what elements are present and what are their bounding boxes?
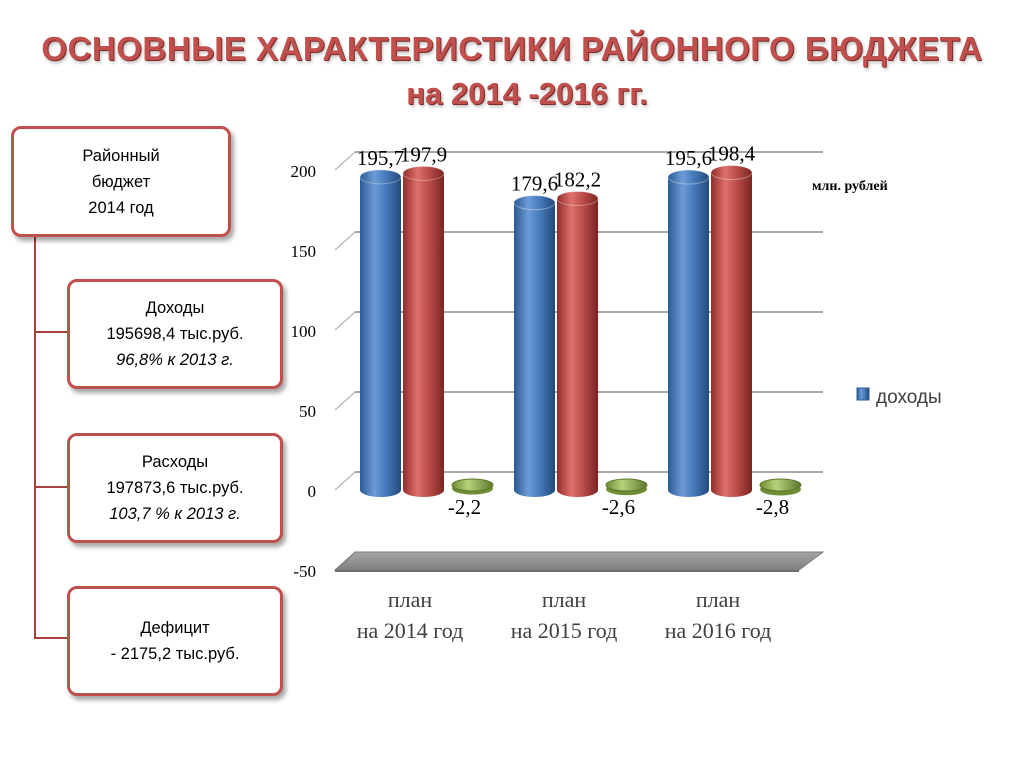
bar-income-base: [514, 483, 555, 497]
income-box: Доходы 195698,4 тыс.руб. 96,8% к 2013 г.: [67, 279, 283, 389]
value-label-deficit: -2,8: [756, 495, 789, 519]
income-percent: 96,8% к 2013 г.: [116, 351, 234, 369]
y-tick-label: 200: [291, 162, 317, 181]
bar-income-base: [360, 483, 401, 497]
expense-amount: 197873,6 тыс.руб.: [106, 479, 244, 497]
y-tick-label: 150: [291, 242, 317, 261]
deficit-label: Дефицит: [140, 619, 210, 637]
x-tick-label-line2: на 2015 год: [511, 618, 618, 643]
bar-expense-base: [557, 483, 598, 497]
budget-box-line2: бюджет: [91, 172, 151, 191]
gridline-depth: [334, 231, 356, 251]
bar-income: [668, 177, 709, 491]
bar-expense: [711, 172, 752, 490]
deficit-amount: - 2175,2 тыс.руб.: [110, 645, 240, 663]
value-label-deficit: -2,2: [448, 495, 481, 519]
bar-expense: [557, 198, 598, 491]
y-tick-label: 0: [308, 482, 317, 501]
unit-label: млн. рублей: [812, 179, 888, 194]
income-amount: 195698,4 тыс.руб.: [106, 325, 244, 343]
gridline-depth: [334, 311, 356, 331]
page-subtitle: на 2014 -2016 гг.: [406, 76, 648, 111]
page-title: ОСНОВНЫЕ ХАРАКТЕРИСТИКИ РАЙОННОГО БЮДЖЕТ…: [41, 30, 983, 67]
bar-expense-cap: [402, 165, 445, 181]
budget-box: Районный бюджет 2014 год: [11, 126, 231, 237]
gridline-depth: [334, 471, 356, 491]
expense-label: Расходы: [141, 453, 209, 471]
x-tick-label-line1: план: [696, 587, 741, 612]
bar-income: [360, 176, 401, 490]
bar-expense-cap: [710, 165, 753, 181]
x-tick-label-line1: план: [542, 587, 587, 612]
bar-income: [514, 202, 555, 490]
x-tick-label-line2: на 2014 год: [357, 618, 464, 643]
bar-income-cap: [667, 169, 710, 185]
value-label-income: 179,6: [511, 172, 558, 196]
value-label-deficit: -2,6: [602, 495, 635, 519]
chart-floor-edge: [335, 570, 799, 572]
legend-swatch-income: [856, 387, 870, 401]
x-tick-label-line1: план: [388, 587, 433, 612]
chart-floor: [333, 551, 825, 571]
bar-expense: [403, 173, 444, 491]
bar-income-cap: [513, 195, 556, 211]
y-tick-label: 100: [291, 322, 317, 341]
budget-box-line1: Районный: [82, 146, 160, 165]
deficit-box: Дефицит - 2175,2 тыс.руб.: [67, 586, 283, 696]
y-tick-label: -50: [293, 562, 316, 581]
tree-connector-income: [34, 331, 68, 333]
value-label-expense: 197,9: [400, 142, 447, 166]
tree-connector-vertical: [34, 234, 36, 638]
expense-box: Расходы 197873,6 тыс.руб. 103,7 % к 2013…: [67, 433, 283, 543]
expense-percent: 103,7 % к 2013 г.: [109, 505, 241, 523]
bar-deficit: [759, 478, 802, 492]
value-label-expense: 182,2: [554, 167, 601, 191]
tree-connector-deficit: [34, 637, 68, 639]
x-tick-label-line2: на 2016 год: [665, 618, 772, 643]
gridline-depth: [334, 151, 356, 171]
bar-expense-cap: [556, 190, 599, 206]
bar-expense-base: [711, 483, 752, 497]
bar-income-base: [668, 483, 709, 497]
tree-connector-expense: [34, 486, 68, 488]
legend-label-income: доходы: [876, 387, 942, 408]
gridline-depth: [334, 391, 356, 411]
value-label-expense: 198,4: [708, 142, 756, 166]
y-tick-label: 50: [299, 402, 316, 421]
bar-income-cap: [359, 169, 402, 185]
budget-box-line3: 2014 год: [88, 198, 154, 217]
value-label-income: 195,7: [357, 146, 404, 170]
bar-deficit: [605, 478, 648, 492]
value-label-income: 195,6: [665, 146, 712, 170]
bar-deficit: [451, 478, 494, 492]
bar-expense-base: [403, 483, 444, 497]
income-label: Доходы: [145, 299, 205, 317]
